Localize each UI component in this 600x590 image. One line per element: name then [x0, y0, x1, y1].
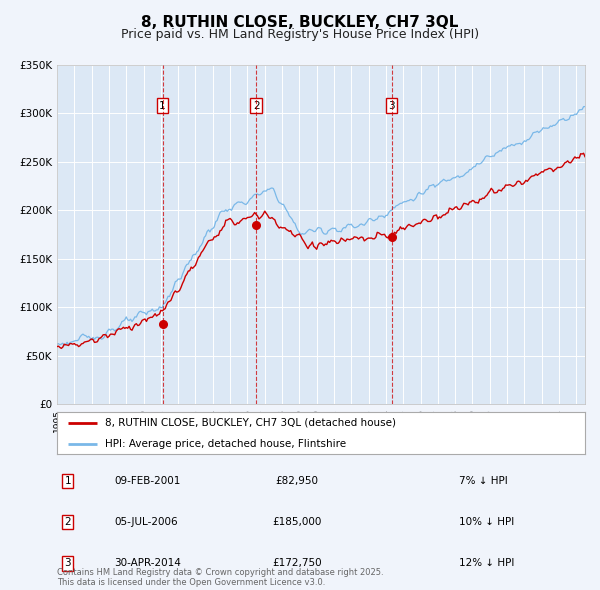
Text: 8, RUTHIN CLOSE, BUCKLEY, CH7 3QL (detached house): 8, RUTHIN CLOSE, BUCKLEY, CH7 3QL (detac… [104, 418, 395, 428]
Text: 3: 3 [64, 559, 71, 568]
Text: 2: 2 [253, 101, 259, 110]
Text: Price paid vs. HM Land Registry's House Price Index (HPI): Price paid vs. HM Land Registry's House … [121, 28, 479, 41]
Text: £82,950: £82,950 [275, 476, 319, 486]
Text: £185,000: £185,000 [272, 517, 322, 527]
Text: Contains HM Land Registry data © Crown copyright and database right 2025.
This d: Contains HM Land Registry data © Crown c… [57, 568, 383, 587]
Text: 2: 2 [64, 517, 71, 527]
Text: 10% ↓ HPI: 10% ↓ HPI [459, 517, 514, 527]
Text: 7% ↓ HPI: 7% ↓ HPI [459, 476, 508, 486]
Text: HPI: Average price, detached house, Flintshire: HPI: Average price, detached house, Flin… [104, 439, 346, 449]
Text: 8, RUTHIN CLOSE, BUCKLEY, CH7 3QL: 8, RUTHIN CLOSE, BUCKLEY, CH7 3QL [142, 15, 458, 30]
Text: £172,750: £172,750 [272, 559, 322, 568]
Text: 1: 1 [64, 476, 71, 486]
Text: 30-APR-2014: 30-APR-2014 [114, 559, 181, 568]
Text: 09-FEB-2001: 09-FEB-2001 [114, 476, 181, 486]
Text: 1: 1 [159, 101, 166, 110]
Text: 05-JUL-2006: 05-JUL-2006 [114, 517, 178, 527]
Text: 3: 3 [388, 101, 395, 110]
Text: 12% ↓ HPI: 12% ↓ HPI [459, 559, 514, 568]
